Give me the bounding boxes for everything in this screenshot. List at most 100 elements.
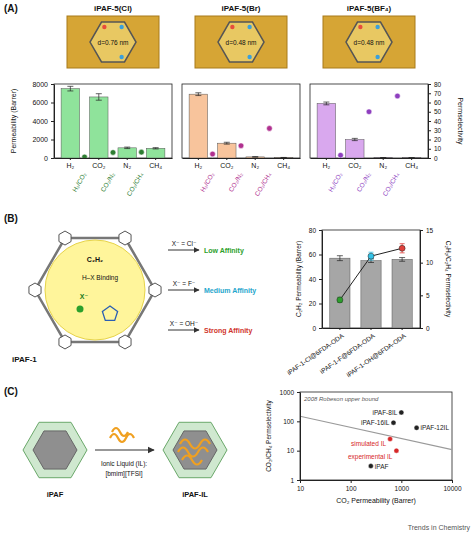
tick-mark [428, 158, 431, 159]
ion [358, 25, 362, 29]
error-bar [281, 157, 287, 158]
point-label: iPAF [375, 463, 389, 470]
tick: 10 [428, 145, 442, 152]
tick-mark [319, 328, 322, 329]
tick-mark [420, 328, 423, 329]
affinity-label: Medium Affinity [204, 287, 256, 295]
tick-mark [428, 121, 431, 122]
tick-label: CH₄ [405, 162, 418, 169]
affinity-label: Low Affinity [204, 247, 244, 255]
membrane [195, 16, 287, 68]
pore [346, 22, 392, 62]
tick: 50 [428, 108, 442, 115]
membrane-title: iPAF-5(Br) [222, 4, 261, 13]
data-point [414, 425, 419, 430]
axis-line [420, 231, 421, 329]
error-bar [224, 142, 230, 144]
tick-label: 2000 [32, 136, 48, 143]
plot-marks [317, 93, 421, 158]
bar [146, 148, 164, 158]
tick: N₂ [251, 158, 259, 169]
panel-b-chart: iPAF-1-Cl@6FDA-ODAiPAF-1-F@6FDA-ODAiPAF-… [286, 227, 452, 379]
selectivity-point [395, 93, 401, 99]
tick: 10000 [443, 480, 461, 492]
y-axis: 1 10 100 1000 [280, 389, 301, 484]
ionic-liquid-fill [178, 440, 210, 465]
pore-size: d=0.48 nm [226, 39, 257, 46]
tick-label: 10000 [443, 485, 461, 492]
plot-frame [300, 392, 452, 480]
tick-mark [155, 158, 156, 160]
tick-mark [428, 93, 431, 94]
guest-label: C₂H₂ [87, 256, 103, 263]
membrane-title: iPAF-5(Cl) [94, 4, 132, 13]
selectivity-point [267, 126, 273, 132]
tick: CH₄ [405, 158, 418, 169]
tick-label: 100 [346, 485, 357, 492]
ratio-label: CO₂/CH₄ [253, 171, 272, 197]
tick-label: 6000 [32, 99, 48, 106]
plot-marks [330, 244, 412, 328]
x-axis: H₂CO₂N₂CH₄ [311, 158, 429, 169]
tick-mark [401, 480, 402, 483]
tick-label: H₂ [66, 162, 74, 169]
y-axis-title: CO₂/CH₄ Permselectivity [265, 399, 273, 471]
tick-mark [297, 421, 300, 422]
tick-label: 1000 [280, 389, 295, 396]
plot-marks [189, 93, 293, 158]
ratio-label: H₂/CO₂ [199, 171, 216, 193]
bar [90, 97, 108, 158]
data-point [388, 436, 393, 441]
ion [247, 25, 251, 29]
membrane-title: iPAF-5(BF₄) [347, 4, 392, 13]
tick-label: 40 [434, 118, 442, 125]
tick: 10 [297, 480, 305, 492]
tick-label: CO₂ [220, 162, 234, 169]
arrow [168, 290, 199, 291]
tick-mark [428, 130, 431, 131]
y-axis: 02000400060008000 [32, 81, 54, 162]
tick-label: CO₂ [92, 162, 106, 169]
error-bar [369, 252, 374, 260]
point-label: simulated IL [351, 440, 386, 447]
tick: 1000 [280, 389, 300, 396]
error-bar [96, 94, 102, 100]
axis-line [183, 158, 301, 159]
tick-mark [326, 158, 327, 160]
anion-type: X⁻ = Cl⁻ [172, 240, 197, 247]
tick-mark [297, 451, 300, 452]
axis-line [300, 393, 301, 481]
tick: 100 [283, 418, 300, 425]
arrow [95, 449, 154, 450]
tick-label: 10 [287, 447, 295, 454]
tick-mark [420, 263, 423, 264]
y-axis-title: Permeability (Barrer) [10, 89, 18, 154]
ion [230, 25, 234, 29]
error-bar [380, 157, 386, 158]
tick-label: N₂ [123, 162, 131, 169]
panel-label: (C) [4, 386, 18, 397]
data-point [399, 410, 404, 415]
tick-label: 70 [434, 90, 442, 97]
data-point [391, 420, 396, 425]
ratio-label: CO₂/CH₄ [381, 171, 400, 197]
tick-label: 0 [434, 155, 438, 162]
tick: 20 [309, 300, 322, 307]
ion [375, 25, 379, 29]
arrow [168, 250, 199, 251]
panel-c-chart: 2008 Robeson upper boundiPAFexperimental… [265, 389, 462, 505]
y2-axis-title: C₂H₂/C₂H₄ Permselectivity [444, 241, 452, 318]
tick-label: 40 [309, 276, 317, 283]
axis-line [322, 231, 323, 329]
pore [218, 22, 264, 62]
tick: H₂ [194, 158, 202, 169]
host-inner [33, 431, 77, 469]
panel-c-schematic: Ionic Liquid (IL):[bmim][TFSI]iPAFiPAF-I… [23, 422, 227, 499]
tick-mark [319, 304, 322, 305]
tick: 2000 [32, 136, 54, 143]
tick: 1 [290, 477, 300, 484]
selectivity-point [139, 149, 145, 155]
tick-label: CH₄ [149, 162, 162, 169]
tick: 80 [428, 81, 442, 88]
selectivity-line [340, 248, 402, 300]
